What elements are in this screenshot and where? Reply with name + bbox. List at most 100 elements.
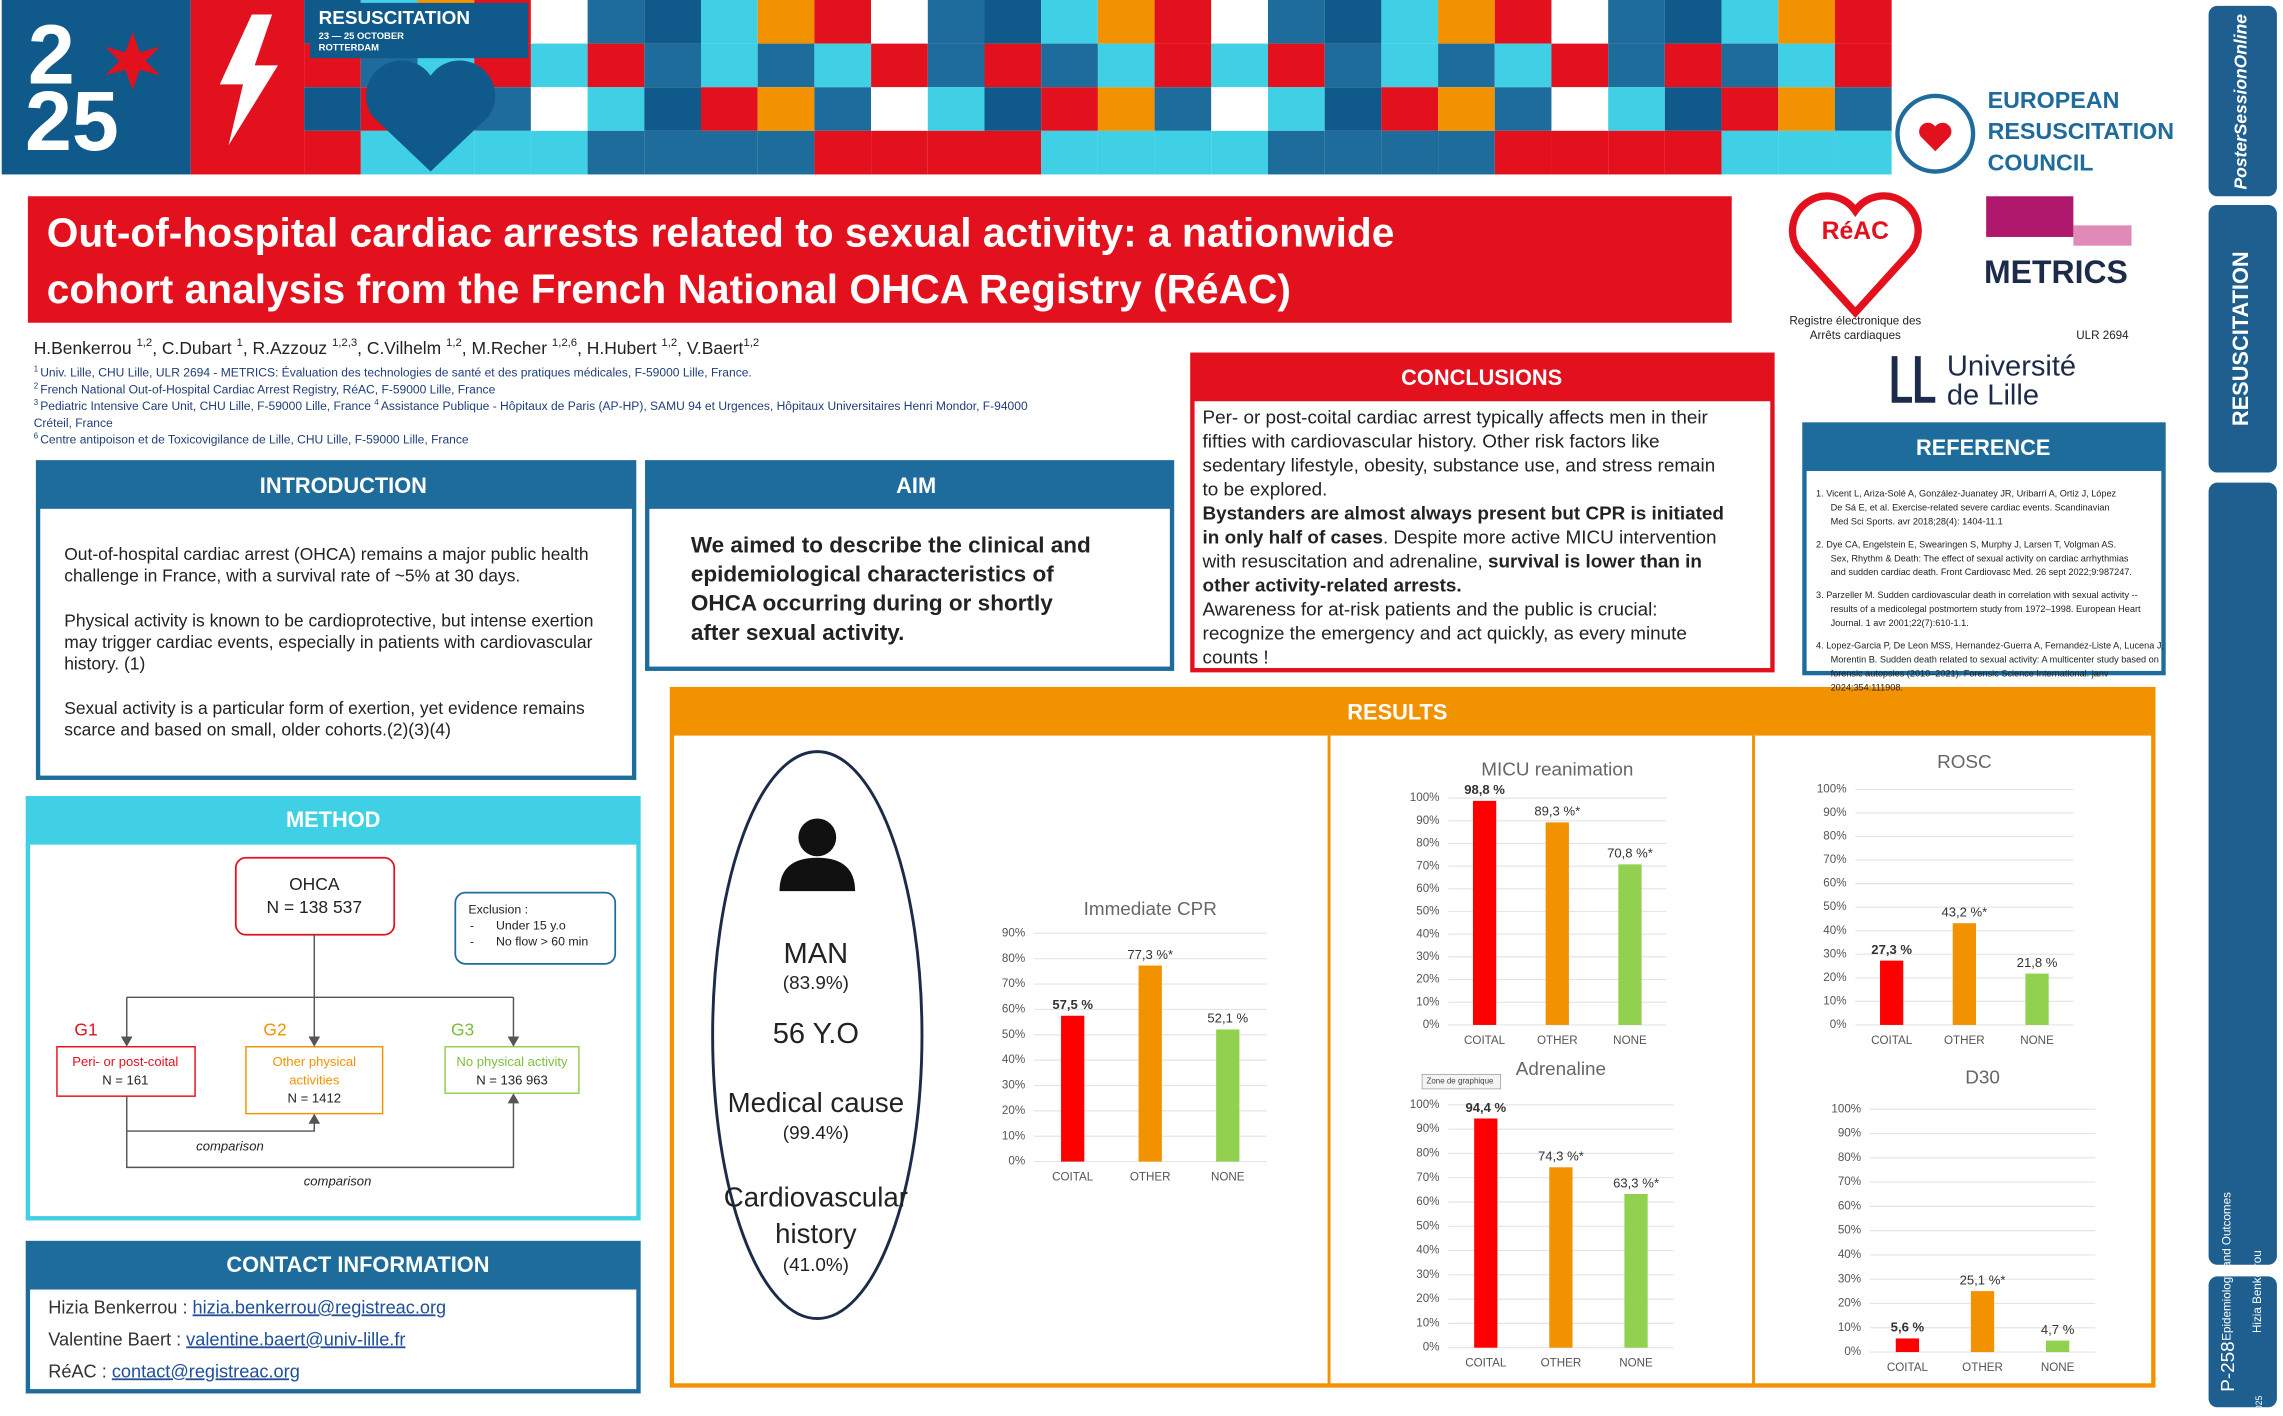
group-label: N = 136 963 xyxy=(476,1072,548,1087)
banner-tile xyxy=(814,43,872,88)
y-tick-label: 20% xyxy=(1002,1104,1025,1117)
text-run: , C.Dubart xyxy=(152,338,236,358)
data-label: 52,1 % xyxy=(1207,1011,1248,1026)
y-tick-label: 10% xyxy=(1002,1129,1025,1142)
banner-tile xyxy=(1608,130,1665,175)
panel-heading: AIM xyxy=(896,473,936,498)
banner-tile xyxy=(1211,0,1268,44)
banner-tile xyxy=(1551,43,1609,88)
y-tick-label: 10% xyxy=(1416,995,1439,1008)
banner-tile xyxy=(1097,0,1155,44)
chart-title: ROSC xyxy=(1937,752,1992,773)
text-run: Univ. Lille, CHU Lille, ULR 2694 - METRI… xyxy=(40,365,752,380)
panel-header xyxy=(27,1242,639,1290)
event-city: ROTTERDAM xyxy=(319,42,379,53)
person-icon xyxy=(779,857,856,892)
banner-logo-block xyxy=(1,0,191,175)
x-tick-label: OTHER xyxy=(1130,1171,1171,1184)
banner-tile xyxy=(1438,130,1495,175)
chart-title: Immediate CPR xyxy=(1084,899,1217,920)
banner-tile xyxy=(1438,87,1495,131)
banner-tile xyxy=(1324,43,1382,88)
banner-tile xyxy=(644,87,701,131)
y-tick-label: 80% xyxy=(1002,952,1025,965)
y-tick-label: 90% xyxy=(1838,1127,1861,1140)
text-run: survival is lower than in xyxy=(1488,552,1702,573)
diagram-label: Exclusion : xyxy=(468,902,528,916)
y-tick-label: 20% xyxy=(1416,973,1439,986)
panel-header xyxy=(1804,424,2164,472)
banner-tile xyxy=(1381,87,1439,131)
banner-tile xyxy=(530,0,588,44)
banner-tile xyxy=(304,87,361,131)
banner-tile xyxy=(1778,0,1835,44)
reference-text: and sudden cardiac death. Front Cardiova… xyxy=(1831,567,2132,577)
chart-title: Adrenaline xyxy=(1516,1059,1606,1080)
y-tick-label: 90% xyxy=(1823,806,1846,819)
results-panel xyxy=(669,686,2156,1388)
data-label: 5,6 % xyxy=(1891,1320,1925,1335)
erc-lungs xyxy=(1895,93,1976,174)
tooltip-bg xyxy=(1421,1073,1501,1090)
comparison-label: comparison xyxy=(196,1139,264,1154)
chart-title: D30 xyxy=(1965,1068,2000,1089)
data-label: 21,8 % xyxy=(2017,955,2058,970)
banner-tile xyxy=(1097,43,1155,88)
method-panel xyxy=(25,795,641,1221)
banner-tile xyxy=(1664,87,1722,131)
conclusion-text: Awareness for at-risk patients and the p… xyxy=(1203,600,1658,621)
group-label: N = 161 xyxy=(102,1072,148,1087)
y-tick-label: 30% xyxy=(1838,1272,1861,1285)
email-link: contact@registreac.org xyxy=(112,1361,300,1381)
body-text: history. (1) xyxy=(64,653,145,673)
banner-tile xyxy=(927,130,985,175)
banner-tile xyxy=(530,43,588,88)
y-tick-label: 0% xyxy=(1830,1018,1847,1031)
event-dates: 23 — 25 OCTOBER xyxy=(319,31,404,42)
reference-text: Sex, Rhythm & Death: The effect of sexua… xyxy=(1831,553,2129,563)
metrics-logo: METRICS xyxy=(1984,254,2128,290)
banner-tile xyxy=(530,130,588,175)
logo-caption: Arrêts cardiaques xyxy=(1810,329,1901,342)
group-id: G3 xyxy=(451,1019,474,1039)
y-tick-label: 30% xyxy=(1823,947,1846,960)
y-tick-label: 80% xyxy=(1838,1151,1861,1164)
text-run: , M.Recher xyxy=(462,338,552,358)
erc-logo-text: RESUSCITATION xyxy=(1988,118,2174,144)
text-run: . Despite more active MICU intervention xyxy=(1383,528,1717,549)
y-tick-label: 60% xyxy=(1416,882,1439,895)
banner-tile xyxy=(814,0,872,44)
banner-tile xyxy=(1381,43,1439,88)
banner-tile xyxy=(1041,87,1098,131)
x-tick-label: COITAL xyxy=(1464,1034,1506,1047)
text-run: 1 xyxy=(34,364,41,373)
banner-tile xyxy=(1664,43,1722,88)
sidebar-text: Epidemiology and Outcomes xyxy=(2221,1192,2234,1341)
banner-tile xyxy=(1097,130,1155,175)
text-run: , V.Baert xyxy=(677,338,743,358)
panel-heading: REFERENCE xyxy=(1916,435,2050,460)
body-text: challenge in France, with a survival rat… xyxy=(64,565,520,585)
text-run: 1,2 xyxy=(446,337,462,349)
bar xyxy=(1895,1338,1920,1353)
data-label: 70,8 %* xyxy=(1607,846,1653,861)
y-tick-label: 90% xyxy=(1416,814,1439,827)
text-run: 6 xyxy=(34,431,41,440)
banner-tile xyxy=(927,0,985,44)
text-run: 1,2 xyxy=(743,337,759,349)
reference-text: Journal. 1 avr 2001;22(7):610-1.1. xyxy=(1831,618,1969,628)
y-tick-label: 60% xyxy=(1416,1195,1439,1208)
aim-text: epidemiological characteristics of xyxy=(691,562,1054,587)
sidebar-text: P-258 xyxy=(2218,1341,2239,1391)
conclusion-text: Bystanders are almost always present but… xyxy=(1203,504,1724,525)
profile-text: 56 Y.O xyxy=(773,1018,859,1050)
banner-tile xyxy=(1664,130,1722,175)
banner-tile xyxy=(927,43,985,88)
conclusion-text: Per- or post-coital cardiac arrest typic… xyxy=(1203,408,1708,429)
data-label: 94,4 % xyxy=(1465,1100,1506,1115)
y-tick-label: 50% xyxy=(1838,1224,1861,1237)
profile-text: Medical cause xyxy=(728,1087,904,1118)
year-text: 25 xyxy=(25,74,119,168)
y-tick-label: 100% xyxy=(1817,782,1847,795)
conclusion-text: in only half of cases. Despite more acti… xyxy=(1203,528,1717,549)
